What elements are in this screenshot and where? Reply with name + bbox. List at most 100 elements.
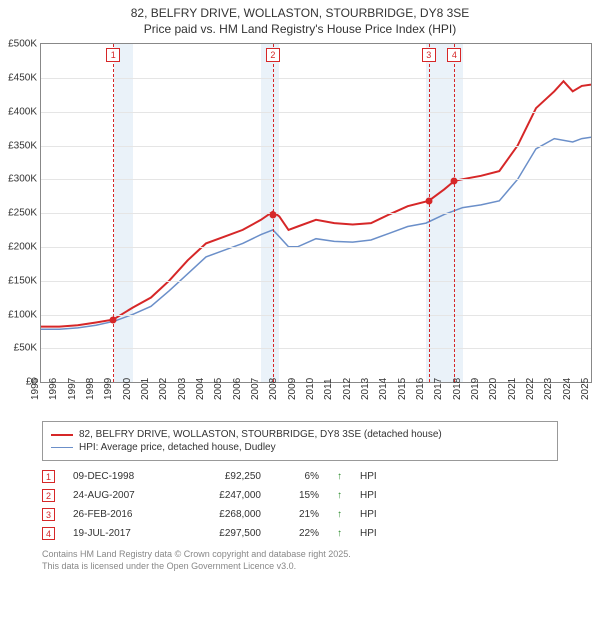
y-axis-label: £200K xyxy=(8,241,37,252)
footer-line2: This data is licensed under the Open Gov… xyxy=(42,561,558,573)
up-arrow-icon: ↑ xyxy=(337,471,342,482)
plot-region: £0£50K£100K£150K£200K£250K£300K£350K£400… xyxy=(40,43,592,383)
y-axis-label: £500K xyxy=(8,39,37,50)
x-axis-label: 2001 xyxy=(140,378,151,400)
sale-marker-box: 1 xyxy=(106,48,120,62)
y-axis-label: £150K xyxy=(8,275,37,286)
chart-area: £0£50K£100K£150K£200K£250K£300K£350K£400… xyxy=(40,43,592,413)
series-hpi xyxy=(41,137,591,329)
sale-row-marker: 3 xyxy=(42,508,55,521)
sale-marker-dot xyxy=(451,178,458,185)
y-axis-label: £50K xyxy=(14,343,37,354)
sale-row-date: 26-FEB-2016 xyxy=(73,509,173,520)
sale-row-price: £92,250 xyxy=(191,471,261,482)
x-axis-label: 1996 xyxy=(48,378,59,400)
chart-title: 82, BELFRY DRIVE, WOLLASTON, STOURBRIDGE… xyxy=(0,0,600,39)
sale-marker-line xyxy=(429,44,430,382)
sale-row-price: £268,000 xyxy=(191,509,261,520)
sale-row: 109-DEC-1998£92,2506%↑HPI xyxy=(42,467,558,486)
x-axis-label: 1998 xyxy=(85,378,96,400)
title-line2: Price paid vs. HM Land Registry's House … xyxy=(10,22,590,38)
sale-row-pct: 22% xyxy=(279,528,319,539)
x-axis-label: 2016 xyxy=(415,378,426,400)
gridline xyxy=(41,348,591,349)
sale-row: 419-JUL-2017£297,50022%↑HPI xyxy=(42,524,558,543)
sale-marker-box: 3 xyxy=(422,48,436,62)
gridline xyxy=(41,179,591,180)
gridline xyxy=(41,315,591,316)
legend-label: HPI: Average price, detached house, Dudl… xyxy=(79,442,276,453)
x-axis-label: 2013 xyxy=(360,378,371,400)
legend-swatch xyxy=(51,434,73,436)
x-axis-label: 2000 xyxy=(122,378,133,400)
x-axis-label: 2006 xyxy=(232,378,243,400)
x-axis-label: 2005 xyxy=(213,378,224,400)
gridline xyxy=(41,146,591,147)
x-axis-label: 2018 xyxy=(452,378,463,400)
x-axis-label: 2020 xyxy=(488,378,499,400)
sale-row-pct: 6% xyxy=(279,471,319,482)
series-property xyxy=(41,81,591,326)
x-axis-label: 2010 xyxy=(305,378,316,400)
sale-row: 2 24-AUG-2007 £247,000 15% ↑ HPI xyxy=(42,486,558,505)
y-axis-label: £300K xyxy=(8,174,37,185)
x-axis-label: 1997 xyxy=(67,378,78,400)
sale-row-date: 09-DEC-1998 xyxy=(73,471,173,482)
up-arrow-icon: ↑ xyxy=(337,509,342,520)
footer-line1: Contains HM Land Registry data © Crown c… xyxy=(42,549,558,561)
y-axis-label: £450K xyxy=(8,72,37,83)
x-axis-label: 2019 xyxy=(470,378,481,400)
x-axis-label: 2002 xyxy=(158,378,169,400)
x-axis-label: 2021 xyxy=(507,378,518,400)
legend-swatch xyxy=(51,447,73,448)
sale-marker-box: 2 xyxy=(266,48,280,62)
x-axis-label: 2022 xyxy=(525,378,536,400)
y-axis-label: £250K xyxy=(8,208,37,219)
x-axis-label: 2012 xyxy=(342,378,353,400)
sale-row-price: £247,000 xyxy=(191,490,261,501)
gridline xyxy=(41,213,591,214)
sale-marker-dot xyxy=(269,212,276,219)
sales-table: 109-DEC-1998£92,2506%↑HPI224-AUG-2007£24… xyxy=(42,467,558,543)
y-axis-label: £100K xyxy=(8,309,37,320)
sale-row-marker: 2 xyxy=(42,489,55,502)
footer-attribution: Contains HM Land Registry data © Crown c… xyxy=(42,549,558,572)
sale-row-pct: 21% xyxy=(279,509,319,520)
x-axis-label: 2004 xyxy=(195,378,206,400)
x-axis-label: 2015 xyxy=(397,378,408,400)
x-axis-label: 2024 xyxy=(562,378,573,400)
gridline xyxy=(41,78,591,79)
sale-row-suffix: HPI xyxy=(360,509,377,520)
sale-marker-dot xyxy=(110,316,117,323)
sale-row-suffix: HPI xyxy=(360,471,377,482)
sale-row-date: 24-AUG-2007 xyxy=(73,490,173,501)
x-axis-label: 2023 xyxy=(543,378,554,400)
legend-item: 82, BELFRY DRIVE, WOLLASTON, STOURBRIDGE… xyxy=(51,429,549,440)
sale-marker-line xyxy=(113,44,114,382)
x-axis-label: 2011 xyxy=(324,379,335,401)
legend-item: HPI: Average price, detached house, Dudl… xyxy=(51,442,549,453)
sale-row-price: £297,500 xyxy=(191,528,261,539)
sale-row-date: 19-JUL-2017 xyxy=(73,528,173,539)
gridline xyxy=(41,247,591,248)
up-arrow-icon: ↑ xyxy=(337,490,342,501)
x-axis-label: 2007 xyxy=(250,378,261,400)
sale-marker-box: 4 xyxy=(447,48,461,62)
legend: 82, BELFRY DRIVE, WOLLASTON, STOURBRIDGE… xyxy=(42,421,558,461)
sale-row: 3 26-FEB-2016 £268,000 21% ↑ HPI xyxy=(42,505,558,524)
sale-marker-line xyxy=(454,44,455,382)
y-axis-label: £400K xyxy=(8,106,37,117)
x-axis-label: 2017 xyxy=(433,378,444,400)
gridline xyxy=(41,281,591,282)
x-axis-label: 2025 xyxy=(580,378,591,400)
y-axis-label: £350K xyxy=(8,140,37,151)
x-axis-label: 2003 xyxy=(177,378,188,400)
title-line1: 82, BELFRY DRIVE, WOLLASTON, STOURBRIDGE… xyxy=(10,6,590,22)
sale-row-suffix: HPI xyxy=(360,490,377,501)
sale-row-suffix: HPI xyxy=(360,528,377,539)
x-axis-label: 2009 xyxy=(287,378,298,400)
sale-marker-dot xyxy=(425,198,432,205)
x-axis-label: 2014 xyxy=(378,378,389,400)
sale-row-pct: 15% xyxy=(279,490,319,501)
sale-row-marker: 4 xyxy=(42,527,55,540)
